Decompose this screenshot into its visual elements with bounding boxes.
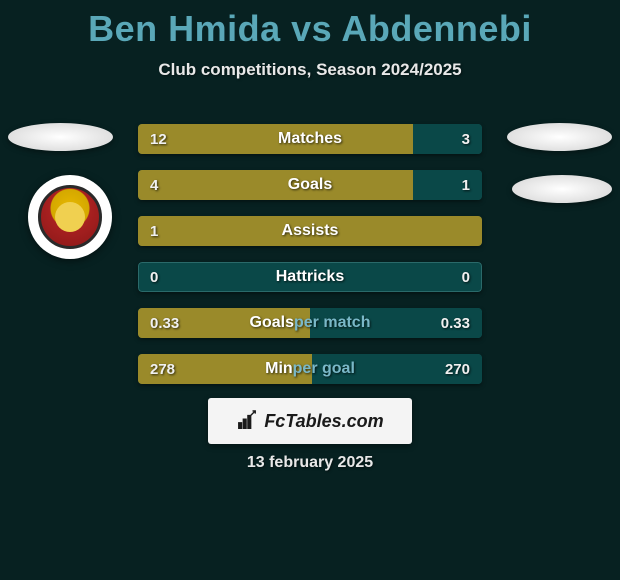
stat-bar-left [138,216,482,246]
stat-row: Goals per match0.330.33 [138,308,482,338]
stat-value-left: 12 [150,124,167,154]
subtitle: Club competitions, Season 2024/2025 [0,60,620,80]
stat-row: Assists1 [138,216,482,246]
stat-value-right: 1 [462,170,470,200]
date-text: 13 february 2025 [0,454,620,472]
branding-badge[interactable]: FcTables.com [208,398,412,444]
stat-bar-left [138,124,413,154]
stat-value-right: 0.33 [441,308,470,338]
page-title: Ben Hmida vs Abdennebi [0,0,620,50]
stat-value-left: 278 [150,354,175,384]
stat-row: Goals41 [138,170,482,200]
stat-value-left: 1 [150,216,158,246]
club-left-badge [28,175,112,259]
stat-row: Hattricks00 [138,262,482,292]
player-left-ellipse [8,123,113,151]
stat-value-left: 0 [150,262,158,292]
club-right-ellipse [512,175,612,203]
stat-bar-left [138,170,413,200]
player-right-ellipse [507,123,612,151]
stat-value-right: 3 [462,124,470,154]
stat-value-right: 0 [462,262,470,292]
club-crest-icon [38,185,102,249]
chart-icon [236,410,258,432]
stat-value-left: 0.33 [150,308,179,338]
branding-text: FcTables.com [264,411,383,432]
stat-row: Matches123 [138,124,482,154]
stat-value-left: 4 [150,170,158,200]
stat-bar-right [413,170,482,200]
stat-bar-right [413,124,482,154]
stat-value-right: 270 [445,354,470,384]
stats-bars: Matches123Goals41Assists1Hattricks00Goal… [138,124,482,400]
stat-row: Min per goal278270 [138,354,482,384]
